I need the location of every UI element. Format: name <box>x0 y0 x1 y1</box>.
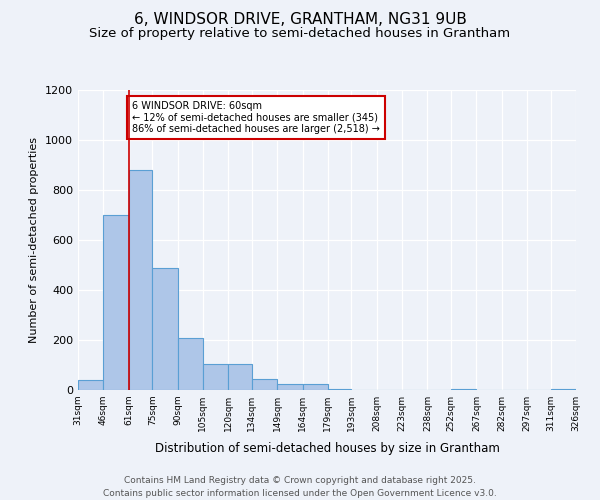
Bar <box>451 389 476 390</box>
Bar <box>302 384 328 390</box>
Text: 6, WINDSOR DRIVE, GRANTHAM, NG31 9UB: 6, WINDSOR DRIVE, GRANTHAM, NG31 9UB <box>134 12 466 28</box>
Text: Size of property relative to semi-detached houses in Grantham: Size of property relative to semi-detach… <box>89 28 511 40</box>
Bar <box>103 215 128 390</box>
Bar <box>277 384 302 390</box>
Bar <box>228 364 252 390</box>
Bar <box>128 170 152 390</box>
Bar <box>178 338 203 390</box>
Bar <box>328 389 352 390</box>
Bar <box>152 268 178 390</box>
Text: 6 WINDSOR DRIVE: 60sqm
← 12% of semi-detached houses are smaller (345)
86% of se: 6 WINDSOR DRIVE: 60sqm ← 12% of semi-det… <box>132 101 380 134</box>
Bar <box>551 389 576 390</box>
Y-axis label: Number of semi-detached properties: Number of semi-detached properties <box>29 137 40 343</box>
Bar <box>203 364 228 390</box>
Text: Contains HM Land Registry data © Crown copyright and database right 2025.
Contai: Contains HM Land Registry data © Crown c… <box>103 476 497 498</box>
X-axis label: Distribution of semi-detached houses by size in Grantham: Distribution of semi-detached houses by … <box>155 442 499 456</box>
Bar <box>78 380 103 390</box>
Bar <box>252 379 277 390</box>
